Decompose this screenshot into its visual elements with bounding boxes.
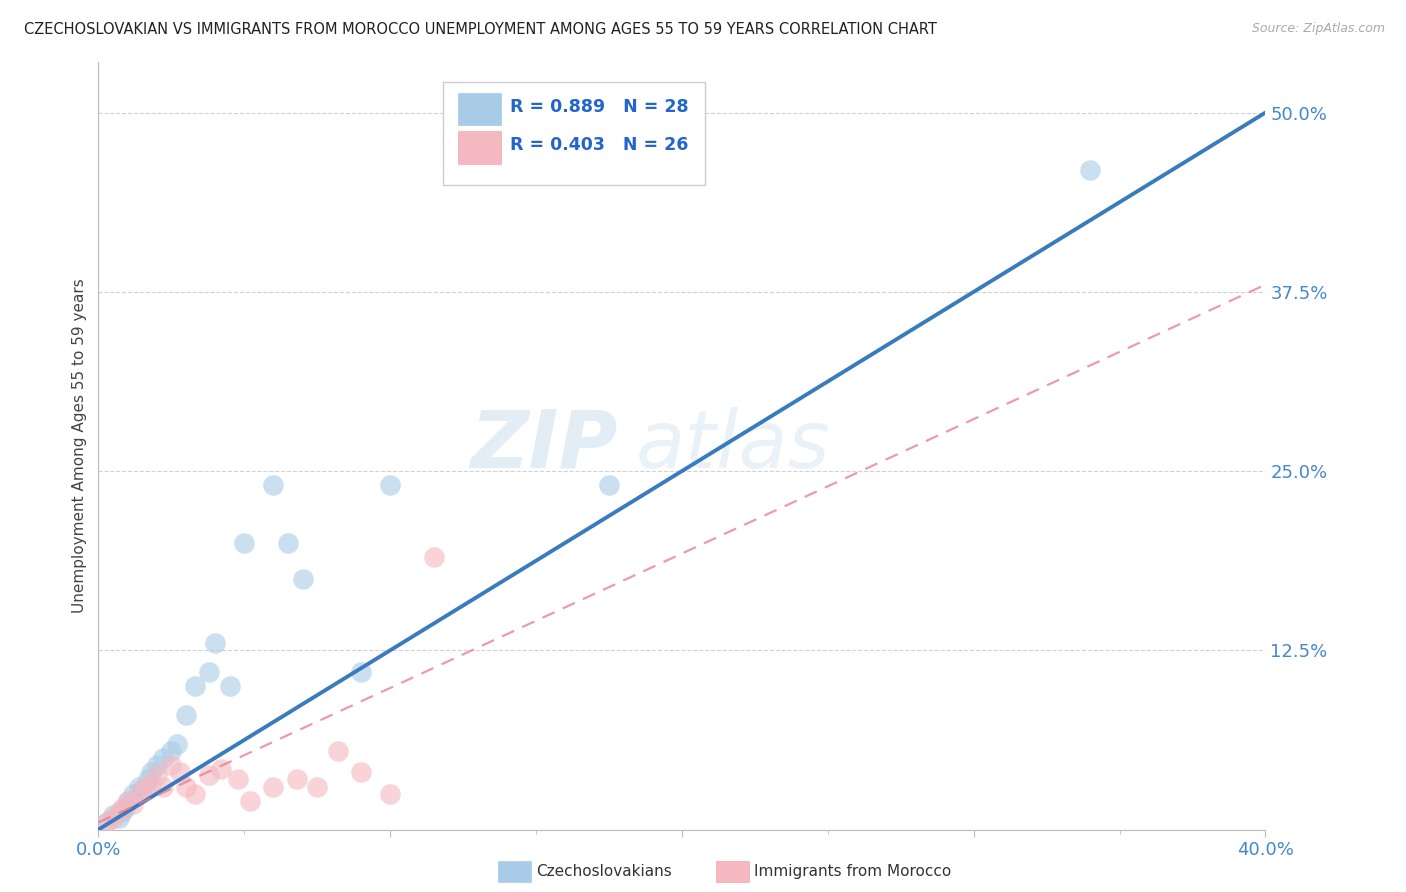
Point <box>128 780 150 794</box>
Point <box>122 797 145 811</box>
FancyBboxPatch shape <box>458 131 501 164</box>
Point <box>380 787 402 801</box>
Y-axis label: Unemployment Among Ages 55 to 59 years: Unemployment Among Ages 55 to 59 years <box>72 278 87 614</box>
Point <box>131 782 153 797</box>
Point <box>326 744 349 758</box>
Point <box>136 772 159 787</box>
Point <box>111 805 134 820</box>
Point <box>146 758 169 772</box>
Point <box>228 772 250 787</box>
Point <box>152 751 174 765</box>
Point <box>101 811 124 825</box>
Point <box>174 707 197 722</box>
Point <box>218 679 240 693</box>
Point <box>209 762 232 776</box>
Point <box>139 777 162 791</box>
Point <box>169 765 191 780</box>
Point <box>128 787 150 801</box>
Point <box>277 536 299 550</box>
Point <box>285 772 308 787</box>
Point <box>262 478 284 492</box>
Point <box>174 780 197 794</box>
Point <box>183 679 205 693</box>
Point <box>183 787 205 801</box>
Point <box>146 768 169 782</box>
Point <box>117 794 139 808</box>
Text: Immigrants from Morocco: Immigrants from Morocco <box>754 864 950 879</box>
Point <box>350 765 373 780</box>
Point <box>1080 163 1102 178</box>
Point <box>160 758 183 772</box>
Point <box>114 801 136 815</box>
Point <box>598 478 620 492</box>
Point <box>111 801 134 815</box>
Point <box>152 780 174 794</box>
Point <box>166 737 188 751</box>
Point <box>117 794 139 808</box>
FancyBboxPatch shape <box>458 93 501 126</box>
Point <box>307 780 329 794</box>
Text: CZECHOSLOVAKIAN VS IMMIGRANTS FROM MOROCCO UNEMPLOYMENT AMONG AGES 55 TO 59 YEAR: CZECHOSLOVAKIAN VS IMMIGRANTS FROM MOROC… <box>24 22 936 37</box>
Point <box>350 665 373 679</box>
Point <box>291 572 314 586</box>
Text: R = 0.403   N = 26: R = 0.403 N = 26 <box>510 136 689 154</box>
Text: ZIP: ZIP <box>471 407 617 485</box>
Point <box>233 536 256 550</box>
Point <box>380 478 402 492</box>
Point <box>160 744 183 758</box>
Text: Czechoslovakians: Czechoslovakians <box>536 864 672 879</box>
Point <box>239 794 262 808</box>
FancyBboxPatch shape <box>443 81 706 186</box>
Point <box>204 636 226 650</box>
Point <box>198 665 221 679</box>
Text: R = 0.889   N = 28: R = 0.889 N = 28 <box>510 98 689 116</box>
Point <box>198 768 221 782</box>
Point <box>423 550 446 565</box>
Point <box>101 808 124 822</box>
Text: Source: ZipAtlas.com: Source: ZipAtlas.com <box>1251 22 1385 36</box>
Point <box>96 815 118 830</box>
Point <box>262 780 284 794</box>
Point <box>108 811 131 825</box>
Point <box>96 815 118 830</box>
Point <box>139 765 162 780</box>
Point <box>134 780 156 794</box>
Point <box>108 805 131 820</box>
Point <box>122 787 145 801</box>
Text: atlas: atlas <box>636 407 830 485</box>
